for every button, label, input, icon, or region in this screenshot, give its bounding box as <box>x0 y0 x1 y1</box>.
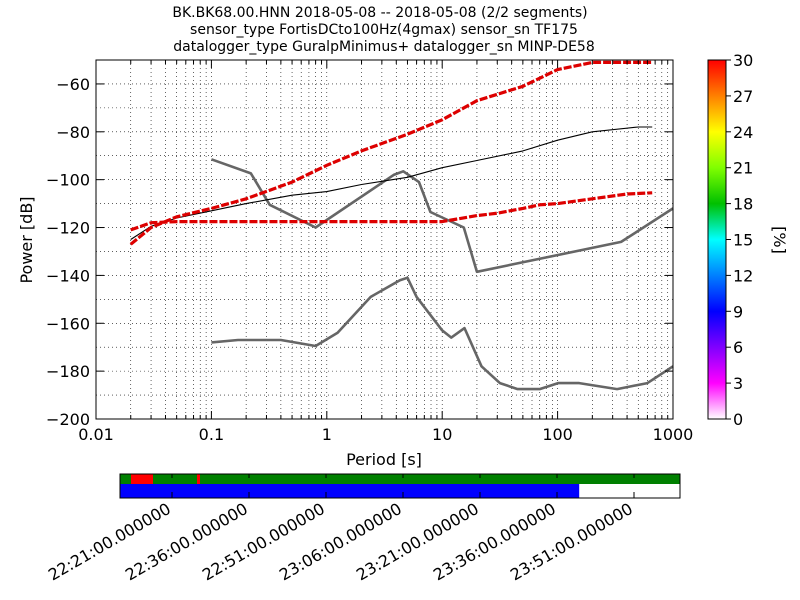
y-axis: −200 −180 −160 −140 −120 −100 −80 −60 <box>46 75 673 429</box>
colorbar-tick-label: 3 <box>733 374 743 393</box>
y-axis-label: Power [dB] <box>17 196 36 283</box>
series-low-noise-model <box>211 276 674 391</box>
colorbar-tick-label: 15 <box>733 231 753 250</box>
colorbar-tick-label: 18 <box>733 195 753 214</box>
colorbar-tick-label: 30 <box>733 51 753 70</box>
series-lower-percentile <box>130 191 653 232</box>
x-tick-label: 0.01 <box>78 425 114 444</box>
x-tick-label: 1 <box>322 425 332 444</box>
colorbar-tick-label: 27 <box>733 87 753 106</box>
x-tick-label: 1000 <box>653 425 694 444</box>
y-tick-label: −160 <box>46 314 90 333</box>
colorbar-tick-label: 24 <box>733 123 753 142</box>
timeline-gap-marker <box>131 474 153 484</box>
y-tick-label: −200 <box>46 410 90 429</box>
y-tick-label: −100 <box>46 171 90 190</box>
colorbar: 0 3 6 9 12 15 18 21 24 27 30 [%] <box>707 51 789 429</box>
title-line-3: datalogger_type GuralpMinimus+ datalogge… <box>173 39 594 55</box>
y-tick-label: −180 <box>46 362 90 381</box>
series-median <box>130 126 653 240</box>
data-availability-timeline: 22:21:00.00000022:36:00.00000022:51:00.0… <box>45 473 681 584</box>
colorbar-ticks: 0 3 6 9 12 15 18 21 24 27 30 <box>726 51 753 429</box>
colorbar-tick-label: 12 <box>733 266 753 285</box>
x-tick-label: 10 <box>432 425 452 444</box>
plot-background <box>96 60 673 419</box>
x-tick-label: 100 <box>542 425 573 444</box>
timeline-top-bar <box>120 474 680 484</box>
plot-frame <box>95 59 674 420</box>
x-axis-label: Period [s] <box>346 450 422 469</box>
title-line-2: sensor_type FortisDCto100Hz(4gmax) senso… <box>190 22 578 38</box>
colorbar-tick-label: 9 <box>733 302 743 321</box>
colorbar-tick-label: 0 <box>733 410 743 429</box>
timeline-gap-marker <box>197 474 200 484</box>
colorbar-label: [%] <box>770 226 789 254</box>
y-tick-label: −120 <box>46 219 90 238</box>
y-tick-label: −60 <box>56 75 90 94</box>
x-axis: 0.01 0.1 1 10 100 1000 <box>78 60 693 444</box>
y-tick-label: −80 <box>56 123 90 142</box>
timeline-frame <box>119 473 681 499</box>
grid <box>95 59 673 420</box>
series-upper-percentile <box>129 60 653 246</box>
title-line-1: BK.BK68.00.HNN 2018-05-08 -- 2018-05-08 … <box>172 5 587 21</box>
colorbar-scale <box>707 59 727 420</box>
timeline-tick-label: 22:21:00.000000 <box>45 499 174 584</box>
timeline-bottom-bar <box>120 484 580 498</box>
x-tick-label: 0.1 <box>199 425 224 444</box>
figure-title: BK.BK68.00.HNN 2018-05-08 -- 2018-05-08 … <box>172 5 594 55</box>
y-tick-label: −140 <box>46 266 90 285</box>
colorbar-tick-label: 21 <box>733 159 753 178</box>
colorbar-tick-label: 6 <box>733 338 743 357</box>
series-layer <box>129 60 674 391</box>
psd-plot: 0.01 0.1 1 10 100 1000 −200 −180 −160 −140 −120 −1… <box>17 59 693 469</box>
